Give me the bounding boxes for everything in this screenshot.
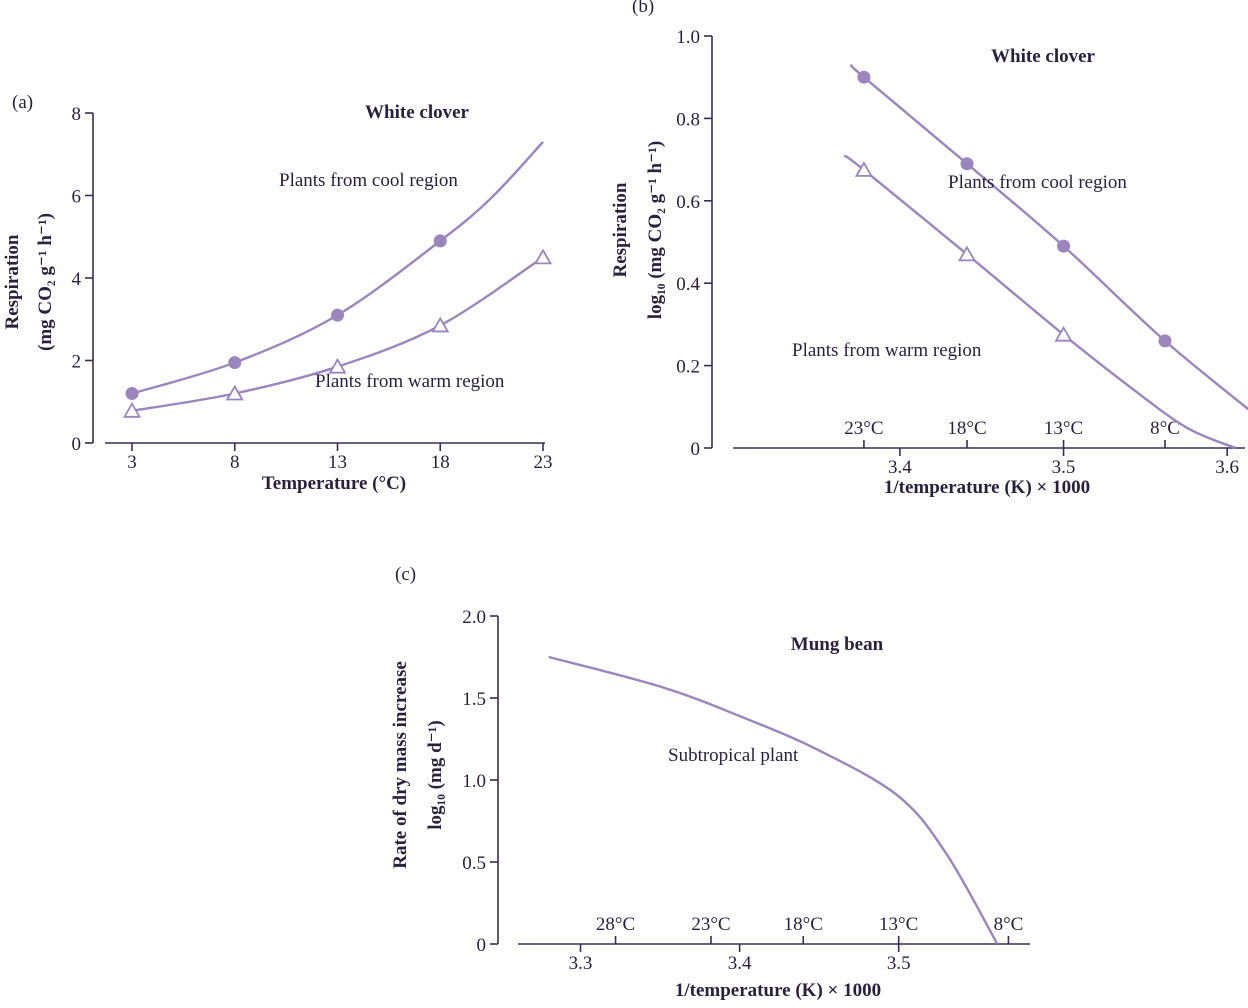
- y-tick-label: 0.2: [676, 357, 700, 378]
- y-axis-label: Respiration: [610, 182, 631, 277]
- x-axis-label: Temperature (°C): [262, 473, 406, 494]
- chart-title: White clover: [365, 102, 470, 123]
- y-tick-label: 0.4: [676, 274, 700, 295]
- y-axis-label: (mg CO₂ g⁻¹ h⁻¹): [35, 213, 56, 351]
- y-tick-label: 0: [477, 935, 487, 956]
- temperature-tick-label: 28°C: [596, 914, 635, 935]
- y-tick-label: 0.6: [676, 192, 700, 213]
- y-tick-label: 0: [691, 439, 701, 460]
- panel-a: (a) 0 2 4 6 8 3 8 13 18 23 White clover Temperature …: [2, 92, 553, 494]
- x-tick-label: 3.5: [887, 953, 911, 974]
- y-tick-label: 0.8: [676, 109, 700, 130]
- chart-title: White clover: [991, 46, 1096, 67]
- y-axis-label: log₁₀ (mg CO₂ g⁻¹ h⁻¹): [645, 141, 666, 319]
- series-line: [548, 655, 999, 945]
- temperature-tick-label: 18°C: [947, 418, 986, 439]
- temperature-tick-label: 23°C: [691, 914, 730, 935]
- x-tick-label: 3.5: [1052, 457, 1076, 478]
- series-label: Plants from cool region: [279, 170, 458, 191]
- x-tick-label: 23: [534, 452, 553, 473]
- panel-c: (c) 0 0.5 1.0 1.5 2.0 3.3 3.4 3.5 28°C 23°C 18°C 13°…: [390, 564, 1030, 1001]
- x-tick-label: 3: [127, 452, 137, 473]
- y-axis-label: Rate of dry mass increase: [390, 661, 411, 869]
- panel-letter: (b): [632, 0, 654, 17]
- series-line: [849, 63, 1248, 411]
- x-tick-label: 3.6: [1215, 457, 1239, 478]
- y-tick-label: 2: [72, 352, 82, 373]
- temperature-tick-label: 18°C: [784, 914, 823, 935]
- data-point-circle: [857, 70, 871, 84]
- y-tick-label: 1.0: [462, 771, 486, 792]
- x-axis-label: 1/temperature (K) × 1000: [675, 980, 881, 1001]
- x-tick-label: 18: [431, 452, 450, 473]
- temperature-tick-label: 23°C: [844, 418, 883, 439]
- data-point-triangle: [957, 245, 977, 262]
- panel-b: (b) 0 0.2 0.4 0.6 0.8 1.0 3.4 3.5 3.6 23°C 18°C 13°C…: [610, 0, 1248, 498]
- series-plants-from-cool-region: Plants from cool region: [849, 63, 1248, 411]
- y-tick-label: 6: [72, 187, 82, 208]
- y-tick-label: 0: [72, 434, 82, 455]
- x-tick-label: 3.3: [569, 953, 593, 974]
- y-tick-label: 8: [72, 104, 82, 125]
- data-point-circle: [228, 356, 242, 370]
- x-tick-label: 3.4: [728, 953, 752, 974]
- y-tick-label: 4: [72, 269, 82, 290]
- panel-letter: (c): [395, 564, 416, 585]
- temperature-tick-label: 13°C: [1044, 418, 1083, 439]
- y-tick-label: 0.5: [462, 853, 486, 874]
- series-line: [131, 141, 544, 395]
- series-plants-from-warm-region: Plants from warm region: [122, 248, 553, 418]
- data-point-triangle: [1054, 325, 1073, 342]
- data-point-triangle: [431, 316, 450, 333]
- temperature-tick-label: 8°C: [1150, 418, 1180, 439]
- y-axis-label: Respiration: [2, 234, 23, 329]
- data-point-triangle: [328, 357, 347, 374]
- data-point-triangle: [122, 402, 142, 418]
- temperature-tick-label: 13°C: [879, 914, 918, 935]
- data-point-circle: [125, 387, 139, 400]
- panel-letter: (a): [12, 92, 33, 113]
- data-point-circle: [433, 234, 447, 248]
- y-tick-label: 1.5: [462, 689, 486, 710]
- y-axis-label: log₁₀ (mg d⁻¹): [425, 720, 446, 829]
- temperature-tick-label: 8°C: [994, 914, 1024, 935]
- series-subtropical-plant: Subtropical plant: [548, 655, 999, 945]
- series-label: Plants from warm region: [315, 371, 505, 392]
- series-label: Plants from warm region: [792, 340, 982, 361]
- series-plants-from-warm-region: Plants from warm region: [792, 154, 1236, 450]
- y-tick-label: 1.0: [676, 27, 700, 48]
- data-point-circle: [1158, 334, 1172, 348]
- data-point-circle: [331, 308, 344, 322]
- y-tick-label: 2.0: [462, 607, 486, 628]
- series-label: Subtropical plant: [668, 745, 799, 766]
- data-point-triangle: [533, 248, 553, 265]
- series-label: Plants from cool region: [948, 172, 1127, 193]
- data-point-triangle: [854, 161, 873, 177]
- series-plants-from-cool-region: Plants from cool region: [125, 141, 544, 400]
- data-point-triangle: [225, 384, 244, 401]
- series-line: [843, 154, 1236, 450]
- x-axis-label: 1/temperature (K) × 1000: [884, 477, 1090, 498]
- x-tick-label: 8: [230, 452, 240, 473]
- data-point-circle: [960, 157, 974, 171]
- data-point-circle: [1057, 239, 1071, 253]
- x-tick-label: 13: [328, 452, 347, 473]
- chart-title: Mung bean: [791, 634, 884, 655]
- x-tick-label: 3.4: [888, 457, 912, 478]
